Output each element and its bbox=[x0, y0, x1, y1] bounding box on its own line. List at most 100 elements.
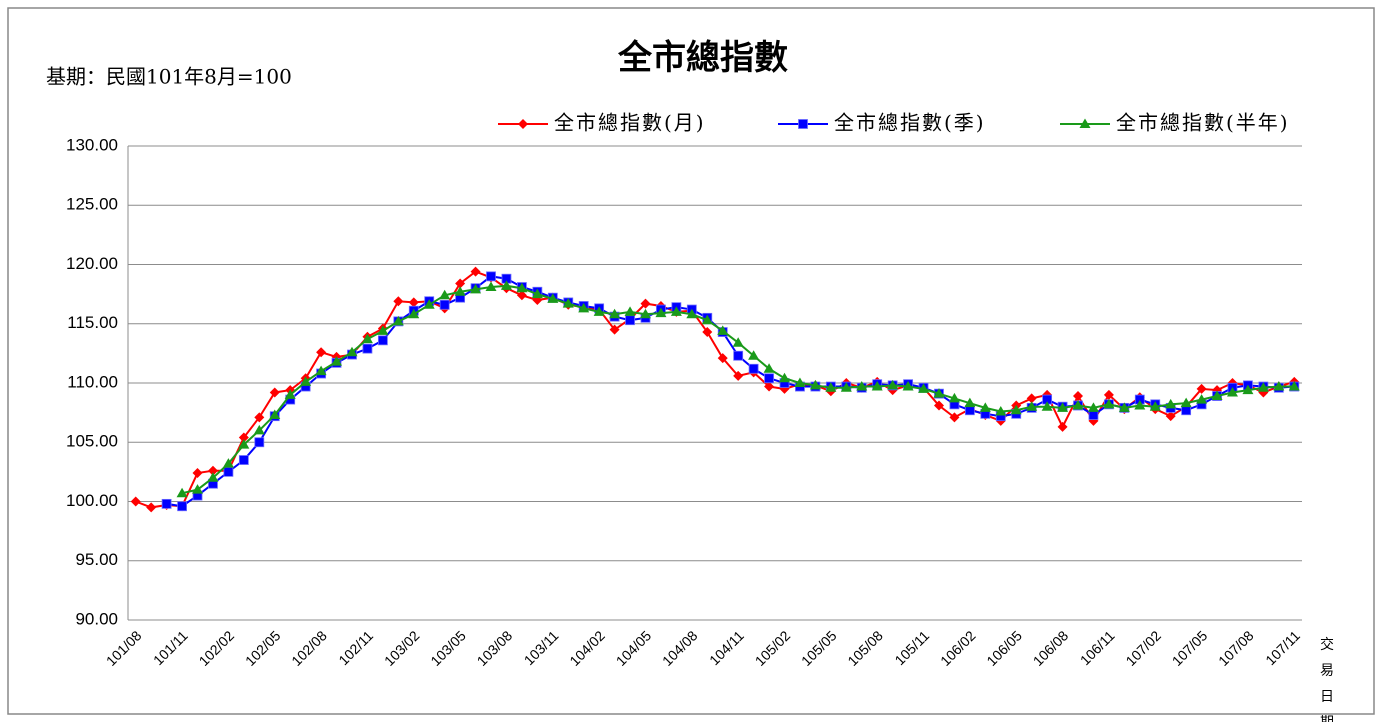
data-point bbox=[1026, 401, 1038, 411]
data-point bbox=[733, 370, 744, 381]
data-point bbox=[1103, 398, 1115, 409]
series-line bbox=[166, 275, 1295, 508]
x-tick-label: 102/08 bbox=[288, 627, 330, 669]
data-point bbox=[979, 402, 991, 412]
data-point bbox=[764, 381, 775, 392]
data-point bbox=[1073, 391, 1084, 402]
data-point bbox=[316, 347, 327, 358]
frame bbox=[7, 7, 1375, 715]
x-tick-label: 103/08 bbox=[474, 627, 516, 669]
data-point bbox=[377, 335, 388, 346]
legend-marker bbox=[798, 119, 808, 129]
data-point bbox=[840, 382, 852, 392]
y-tick-label: 95.00 bbox=[75, 550, 118, 569]
data-point bbox=[640, 298, 651, 309]
data-point bbox=[361, 333, 373, 344]
data-point bbox=[1057, 421, 1068, 432]
data-point bbox=[1134, 400, 1146, 410]
x-tick-label: 107/11 bbox=[1262, 627, 1303, 668]
data-point bbox=[486, 271, 496, 282]
data-point bbox=[1041, 401, 1053, 411]
data-point bbox=[500, 280, 512, 290]
data-point bbox=[254, 412, 265, 423]
data-point bbox=[439, 289, 451, 300]
data-point bbox=[223, 466, 234, 477]
data-point bbox=[609, 324, 620, 335]
x-tick-label: 101/11 bbox=[150, 627, 191, 668]
x-tick-label: 106/02 bbox=[937, 627, 979, 669]
data-point bbox=[130, 496, 141, 507]
y-tick-label: 110.00 bbox=[67, 372, 118, 391]
x-tick-label: 103/05 bbox=[427, 627, 469, 669]
y-tick-label: 125.00 bbox=[66, 195, 118, 214]
data-point bbox=[1072, 400, 1084, 410]
data-point bbox=[516, 290, 527, 301]
series-line bbox=[135, 270, 1295, 509]
data-point bbox=[779, 372, 791, 383]
data-point bbox=[516, 282, 528, 293]
data-point bbox=[686, 308, 698, 319]
data-point bbox=[655, 307, 667, 318]
x-tick-label: 107/02 bbox=[1122, 627, 1164, 669]
x-tick-label: 101/08 bbox=[103, 627, 145, 669]
data-point bbox=[408, 308, 420, 319]
x-tick-label: 102/05 bbox=[242, 627, 284, 669]
data-point bbox=[1273, 381, 1285, 391]
data-point bbox=[1010, 404, 1022, 415]
data-point bbox=[377, 325, 389, 335]
data-point bbox=[609, 308, 621, 319]
data-point bbox=[624, 306, 636, 316]
data-point bbox=[1118, 402, 1130, 412]
legend-label: 全市總指數(季) bbox=[834, 111, 986, 135]
data-point bbox=[454, 286, 466, 296]
x-tick-label: 105/02 bbox=[752, 627, 794, 669]
data-point bbox=[439, 299, 450, 310]
data-point bbox=[161, 498, 172, 509]
data-point bbox=[284, 389, 296, 399]
data-point bbox=[639, 308, 651, 319]
data-point bbox=[192, 468, 203, 479]
data-point bbox=[269, 409, 281, 419]
x-tick-label: 104/05 bbox=[613, 627, 655, 669]
data-point bbox=[331, 356, 343, 366]
data-point bbox=[346, 346, 358, 357]
legend-marker bbox=[1079, 118, 1091, 128]
data-point bbox=[393, 296, 404, 307]
data-point bbox=[362, 343, 373, 354]
data-point bbox=[146, 502, 157, 513]
data-point bbox=[748, 350, 760, 360]
y-tick-label: 105.00 bbox=[66, 432, 118, 451]
data-point bbox=[871, 381, 883, 391]
data-point bbox=[1026, 393, 1037, 404]
data-point bbox=[531, 288, 543, 299]
data-point bbox=[300, 376, 312, 386]
y-tick-label: 120.00 bbox=[66, 254, 118, 273]
data-point bbox=[933, 400, 944, 411]
data-point bbox=[825, 382, 837, 392]
data-point bbox=[949, 412, 960, 423]
x-tick-label: 105/11 bbox=[891, 627, 932, 668]
data-point bbox=[1149, 401, 1161, 411]
x-tick-label: 105/08 bbox=[844, 627, 886, 669]
x-tick-label: 104/11 bbox=[706, 627, 747, 668]
legend-label: 全市總指數(月) bbox=[554, 111, 706, 135]
y-tick-label: 130.00 bbox=[66, 135, 118, 154]
data-point bbox=[192, 484, 204, 494]
data-point bbox=[1242, 384, 1254, 395]
data-point bbox=[948, 392, 960, 403]
y-tick-label: 100.00 bbox=[66, 491, 118, 510]
data-point bbox=[455, 278, 466, 289]
x-tick-label: 103/02 bbox=[381, 627, 423, 669]
data-point bbox=[1165, 411, 1176, 422]
data-point bbox=[1288, 381, 1300, 391]
data-point bbox=[315, 365, 327, 376]
data-point bbox=[547, 293, 559, 303]
data-point bbox=[1165, 398, 1177, 409]
x-axis-label: 交易日期 bbox=[1320, 637, 1338, 722]
data-point bbox=[470, 283, 482, 294]
data-point bbox=[702, 327, 713, 338]
data-point bbox=[995, 405, 1007, 416]
data-point bbox=[717, 325, 729, 335]
